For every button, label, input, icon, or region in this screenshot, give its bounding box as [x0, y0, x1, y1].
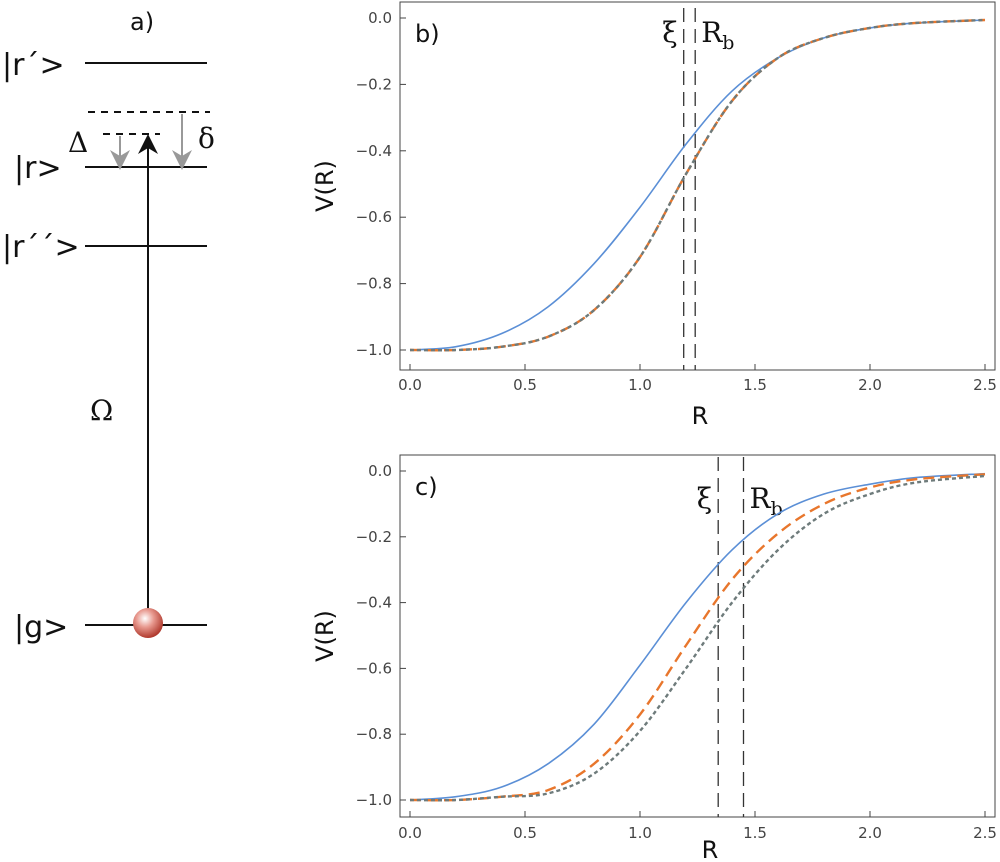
level-label-r-prime: |r´>	[2, 48, 65, 83]
chart-b-ytick-label: −0.6	[356, 208, 392, 226]
chart-c-ytick-label: −1.0	[356, 791, 392, 809]
chart-c-ytick-label: −0.8	[356, 725, 392, 743]
chart-c-panel-label: c)	[415, 473, 438, 501]
level-label-g: |g>	[14, 610, 68, 645]
level-label-r: |r>	[14, 151, 62, 186]
chart-c-series-dotted	[409, 474, 986, 802]
chart-b-ytick-label: −0.2	[356, 75, 392, 93]
chart-c-markers: ξ Rb	[697, 457, 783, 817]
chart-c-series	[409, 472, 986, 802]
level-diagram: a) |r´> |r> |r´´> |g> Ω Δ δ	[2, 8, 215, 645]
chart-c-ytick-label: −0.2	[356, 528, 392, 546]
chart-c-ticks: 0.0 0.5 1.0 1.5 2.0 2.5 0.0 −0.2 −0.4 −0.6 −0.8 −1.…	[356, 462, 997, 842]
chart-b-xtick-label: 1.5	[743, 376, 767, 394]
chart-b-xlabel: R	[692, 402, 709, 430]
chart-b-series	[409, 18, 986, 352]
detuning-symbol: δ	[198, 122, 215, 155]
chart-b-marker-label: Rb	[701, 16, 734, 54]
chart-b-frame	[399, 1, 996, 371]
chart-b-ticks: 0.0 0.5 1.0 1.5 2.0 2.5 0.0 −0.2 −0.4 −0.6 −0.8 −1.…	[356, 9, 997, 394]
chart-c-xtick-label: 0.5	[513, 824, 537, 842]
chart-c-xtick-label: 2.5	[973, 824, 997, 842]
chart-b-xtick-label: 2.5	[973, 376, 997, 394]
atom-icon	[133, 608, 163, 638]
level-label-r-double-prime: |r´´>	[2, 230, 80, 265]
chart-c-xtick-label: 1.5	[743, 824, 767, 842]
chart-b-series-solid	[409, 19, 986, 351]
chart-c-xlabel: R	[702, 836, 719, 862]
chart-c-ytick-label: 0.0	[368, 462, 392, 480]
delta-capital-symbol: Δ	[68, 126, 88, 159]
chart-b-panel-label: b)	[415, 20, 440, 48]
chart-b-ylabel: V(R)	[311, 160, 339, 212]
chart-c-ylabel: V(R)	[311, 610, 339, 662]
chart-b-ytick-label: −1.0	[356, 341, 392, 359]
chart-c-series-solid	[409, 472, 986, 801]
chart-b-series-dotted	[409, 18, 986, 352]
chart-b-xtick-label: 1.0	[628, 376, 652, 394]
omega-symbol: Ω	[90, 394, 113, 427]
chart-b-xtick-label: 0.0	[398, 376, 422, 394]
chart-c-ytick-label: −0.6	[356, 659, 392, 677]
chart-c-marker-label: Rb	[750, 482, 783, 520]
chart-b-marker-label: ξ	[662, 16, 677, 49]
chart-c: 0.0 0.5 1.0 1.5 2.0 2.5 0.0 −0.2 −0.4 −0.6 −0.8 −1.…	[311, 454, 997, 862]
chart-b-ytick-label: 0.0	[368, 9, 392, 27]
panel-a-label: a)	[130, 8, 154, 36]
chart-c-xtick-label: 1.0	[628, 824, 652, 842]
chart-b: 0.0 0.5 1.0 1.5 2.0 2.5 0.0 −0.2 −0.4 −0.6 −0.8 −1.…	[311, 1, 997, 430]
chart-c-marker-label: ξ	[697, 482, 712, 515]
chart-b-xtick-label: 0.5	[513, 376, 537, 394]
chart-b-series-dashed	[409, 18, 986, 352]
chart-b-xtick-label: 2.0	[858, 376, 882, 394]
chart-b-ytick-label: −0.8	[356, 275, 392, 293]
chart-b-markers: ξ Rb	[662, 8, 734, 370]
chart-c-xtick-label: 2.0	[858, 824, 882, 842]
chart-b-ytick-label: −0.4	[356, 142, 392, 160]
chart-c-frame	[399, 454, 996, 818]
chart-c-series-dashed	[409, 473, 986, 802]
chart-c-xtick-label: 0.0	[398, 824, 422, 842]
chart-c-ytick-label: −0.4	[356, 594, 392, 612]
